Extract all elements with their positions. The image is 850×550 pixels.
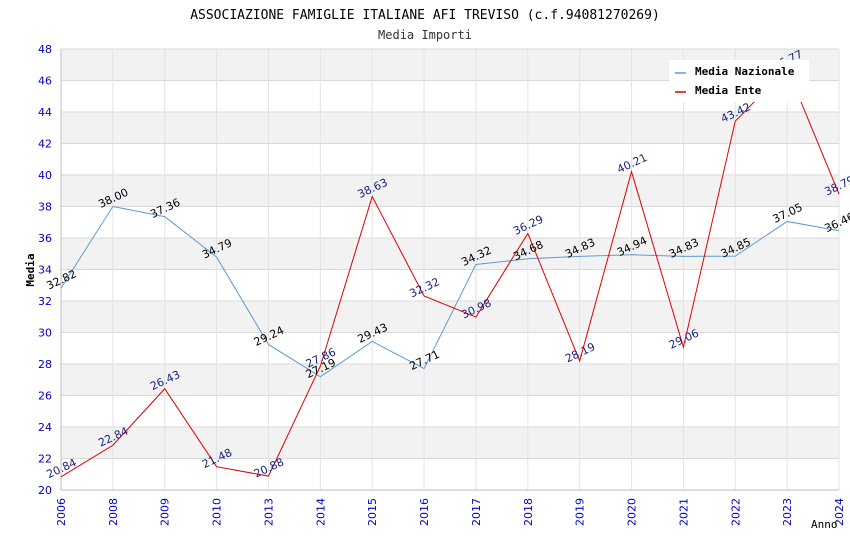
grid-bands (61, 49, 839, 459)
grid-band (61, 112, 839, 144)
x-tick-label: 2021 (677, 498, 690, 526)
x-tick-label: 2019 (574, 498, 587, 526)
axes (60, 49, 839, 491)
data-label: 20.88 (252, 455, 286, 480)
data-label: 28.19 (563, 340, 597, 365)
x-tick-label: 2013 (262, 498, 275, 526)
series-line-media-ente (60, 67, 840, 478)
chart-subtitle: Media Importi (378, 28, 472, 42)
series-line-media-nazionale (60, 205, 840, 378)
y-tick-label: 44 (38, 106, 52, 119)
y-tick-labels: 20 22 24 26 28 30 32 34 36 38 40 42 44 46 48 (38, 43, 52, 497)
x-tick-label: 2008 (107, 498, 120, 526)
x-tick-label: 2017 (470, 498, 483, 526)
y-tick-label: 28 (38, 358, 52, 371)
legend-label-media-nazionale: Media Nazionale (695, 65, 795, 78)
y-tick-label: 22 (38, 453, 52, 466)
x-tick-labels: 2006 2008 2009 2010 2013 2014 2015 2016 2017 2018… (55, 498, 846, 526)
x-tick-label: 2023 (781, 498, 794, 526)
legend-label-media-ente: Media Ente (695, 84, 762, 97)
x-tick-label: 2016 (418, 498, 431, 526)
y-tick-label: 46 (38, 75, 52, 88)
y-tick-label: 48 (38, 43, 52, 56)
y-tick-label: 32 (38, 295, 52, 308)
y-tick-label: 24 (38, 421, 52, 434)
grid-band (61, 364, 839, 396)
x-tick-label: 2006 (55, 498, 68, 526)
y-tick-label: 36 (38, 232, 52, 245)
x-tick-label: 2022 (729, 498, 742, 526)
x-tick-label: 2020 (626, 498, 639, 526)
x-tick-label: 2015 (366, 498, 379, 526)
data-label: 36.46 (822, 210, 850, 235)
grid-band (61, 238, 839, 270)
y-tick-label: 26 (38, 390, 52, 403)
y-axis-label: Media (24, 253, 37, 286)
y-tick-label: 38 (38, 201, 52, 214)
y-tick-label: 34 (38, 264, 52, 277)
chart-title: ASSOCIAZIONE FAMIGLIE ITALIANE AFI TREVI… (190, 8, 660, 23)
y-tick-label: 20 (38, 484, 52, 497)
legend: Media Nazionale Media Ente (669, 60, 809, 102)
grid-band (61, 175, 839, 207)
x-tick-label: 2009 (159, 498, 172, 526)
grid-band (61, 427, 839, 459)
legend-box (669, 60, 809, 102)
x-axis-label: Anno (811, 518, 838, 531)
x-tick-label: 2010 (211, 498, 224, 526)
y-tick-label: 40 (38, 169, 52, 182)
y-tick-label: 42 (38, 138, 52, 151)
x-tick-label: 2014 (314, 498, 327, 526)
series-lines (60, 67, 840, 478)
x-tick-label: 2018 (522, 498, 535, 526)
x-tick-label: 2024 (833, 498, 846, 526)
y-tick-label: 30 (38, 327, 52, 340)
